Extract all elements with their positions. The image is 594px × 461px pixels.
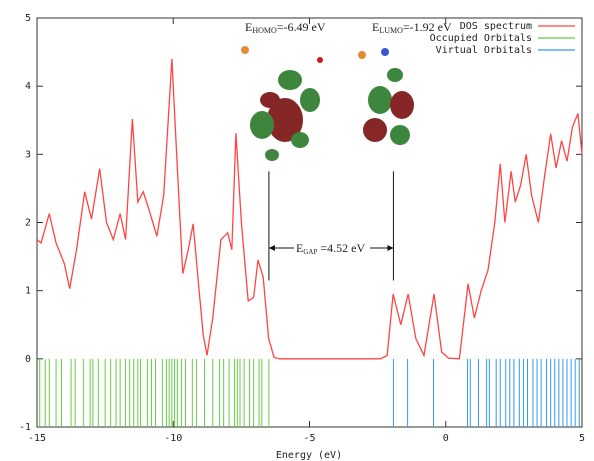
legend-label: Virtual Orbitals: [436, 45, 532, 56]
homo-label: EHOMO=-6.49 eV: [245, 20, 326, 35]
x-tick-label: -5: [303, 433, 315, 444]
lumo-base: E: [372, 20, 379, 34]
arrow-head: [387, 245, 393, 251]
gap-sub: GAP: [303, 248, 317, 256]
homo-rest: =-6.49 eV: [277, 20, 326, 34]
lumo-molecule: [358, 48, 414, 145]
y-tick-label: 5: [25, 13, 31, 24]
lumo-sub: LUMO: [379, 26, 403, 35]
x-tick-label: 5: [579, 433, 585, 444]
y-tick-label: 0: [25, 354, 31, 365]
x-tick-label: -10: [164, 433, 182, 444]
y-tick-label: 2: [25, 218, 31, 229]
gap-base: E: [296, 241, 303, 255]
homo-molecule: [241, 46, 323, 161]
y-tick-label: 4: [25, 81, 31, 92]
y-tick-label: 3: [25, 149, 31, 160]
x-tick-label: -15: [28, 433, 46, 444]
gap-rest: =4.52 eV: [317, 241, 365, 255]
page: EHOMO=-6.49 eV ELUMO=-1.92 eV EGAP =4.52…: [0, 0, 594, 461]
x-tick-label: 0: [443, 433, 449, 444]
legend-label: Occupied Orbitals: [430, 33, 532, 44]
y-tick-label: 1: [25, 286, 31, 297]
arrow-head: [269, 245, 275, 251]
homo-sub: HOMO: [252, 26, 277, 35]
y-tick-label: -1: [19, 422, 31, 433]
homo-base: E: [245, 20, 252, 34]
lumo-rest: =-1.92 eV: [403, 20, 452, 34]
gap-label: EGAP =4.52 eV: [296, 241, 365, 256]
x-axis-label: Energy (eV): [276, 450, 342, 461]
legend-label: DOS spectrum: [460, 21, 532, 32]
chart: EHOMO=-6.49 eV ELUMO=-1.92 eV EGAP =4.52…: [0, 0, 594, 461]
